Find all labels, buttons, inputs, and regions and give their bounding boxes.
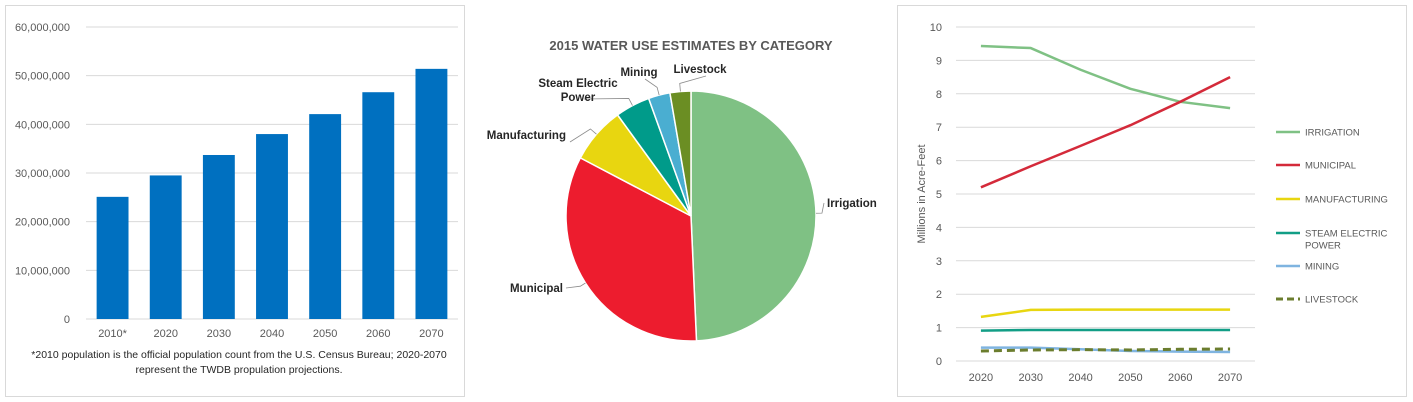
line-x-tick-label: 2050 — [1118, 372, 1142, 384]
pie-label-line: Manufacturing — [487, 130, 566, 142]
series-line — [980, 328, 1231, 332]
line-y-tick-label: 5 — [936, 189, 942, 201]
population-bar — [96, 196, 129, 319]
pie-slice-label: Steam Electric Power — [538, 78, 618, 104]
bar-x-tick-label: 2070 — [419, 328, 443, 340]
pie-slice-label: Irrigation — [827, 198, 877, 210]
legend-label-line: MUNICIPAL — [1305, 161, 1356, 172]
line-y-tick-label: 8 — [936, 89, 942, 101]
line-y-tick-label: 2 — [936, 289, 942, 301]
pie-leader-line — [583, 98, 633, 106]
series-line — [980, 347, 1231, 353]
population-bar — [309, 114, 342, 319]
bar-x-tick-label: 2020 — [153, 328, 177, 340]
line-x-tick-label: 2060 — [1168, 372, 1192, 384]
bar-x-tick-label: 2030 — [207, 328, 231, 340]
water-demand-line-chart-panel: 0 1 2 3 4 5 6 7 8 9 10 2020 2030 2040 2050 2060 2070 Mill… — [897, 5, 1407, 397]
pie-slice-label: Mining — [620, 67, 657, 79]
pie-label-line: Municipal — [510, 283, 563, 295]
line-x-tick-label: 2020 — [969, 372, 993, 384]
line-y-tick-label: 1 — [936, 323, 942, 335]
pie-label-line: Livestock — [673, 64, 727, 76]
bar-x-tick-label: 2010* — [98, 328, 127, 340]
legend-label-line: MINING — [1305, 262, 1339, 273]
legend-label-line: LIVESTOCK — [1305, 295, 1359, 306]
population-bar — [149, 175, 182, 319]
pie-slice — [565, 156, 698, 342]
bar-x-tick-label: 2050 — [313, 328, 337, 340]
population-bar — [202, 154, 235, 319]
line-y-tick-label: 9 — [936, 55, 942, 67]
pie-leader-line — [569, 128, 597, 143]
line-y-tick-label: 10 — [930, 22, 942, 34]
bar-y-tick-label: 60,000,000 — [15, 22, 70, 34]
line-y-tick-label: 3 — [936, 256, 942, 268]
bar-y-tick-label: 40,000,000 — [15, 119, 70, 131]
line-y-axis-label: Millions in Acre-Feet — [916, 144, 928, 243]
legend-label-line: MANUFACTURING — [1305, 195, 1388, 206]
series-line — [980, 44, 1231, 110]
bar-y-tick-label: 0 — [64, 314, 70, 326]
bar-y-tick-label: 10,000,000 — [15, 265, 70, 277]
legend-label: MUNICIPAL — [1305, 161, 1356, 172]
pie-slice-label: Livestock — [673, 64, 727, 76]
population-bar-chart-panel: 0 10,000,000 20,000,000 30,000,000 40,000,00… — [5, 5, 465, 397]
pie-slice-label: Manufacturing — [487, 130, 566, 142]
line-y-tick-label: 6 — [936, 156, 942, 168]
pie-label-line: Irrigation — [827, 198, 877, 210]
bar-x-tick-label: 2060 — [366, 328, 390, 340]
legend-label: MINING — [1305, 262, 1339, 273]
line-x-tick-label: 2030 — [1019, 372, 1043, 384]
pie-chart-title: 2015 WATER USE ESTIMATES BY CATEGORY — [549, 38, 832, 53]
population-bar — [256, 134, 288, 319]
series-line — [980, 308, 1231, 319]
pie-label-line: Mining — [620, 67, 657, 79]
legend-label-line: IRRIGATION — [1305, 128, 1360, 139]
pie-slice — [690, 90, 817, 342]
pie-slice — [669, 90, 692, 217]
pie-slice-label: Municipal — [510, 283, 563, 295]
series-line — [980, 75, 1231, 189]
line-x-tick-label: 2070 — [1218, 372, 1242, 384]
bar-y-tick-label: 30,000,000 — [15, 168, 70, 180]
pie-leader-line — [644, 78, 660, 96]
population-bar-chart: 0 10,000,000 20,000,000 30,000,000 40,000,00… — [15, 22, 458, 340]
population-footnote: *2010 population is the official populat… — [31, 349, 447, 376]
water-use-pie-chart: 2015 WATER USE ESTIMATES BY CATEGORY Irr… — [487, 38, 877, 342]
legend-label: STEAM ELECTRIC POWER — [1305, 229, 1387, 252]
population-bar — [362, 92, 395, 319]
water-demand-line-chart: 0 1 2 3 4 5 6 7 8 9 10 2020 2030 2040 2050 2060 2070 Mill… — [916, 22, 1388, 384]
legend-label-line: STEAM ELECTRIC — [1305, 229, 1387, 240]
line-x-tick-label: 2040 — [1068, 372, 1092, 384]
line-y-tick-label: 4 — [936, 222, 942, 234]
pie-leader-line — [679, 75, 707, 92]
population-bar — [415, 68, 448, 319]
legend-label-line: POWER — [1305, 241, 1341, 252]
legend-label: IRRIGATION — [1305, 128, 1360, 139]
legend-label: LIVESTOCK — [1305, 295, 1359, 306]
pie-label-line: Steam Electric — [538, 78, 618, 90]
bar-x-tick-label: 2040 — [260, 328, 284, 340]
water-use-pie-chart-panel: 2015 WATER USE ESTIMATES BY CATEGORY Irr… — [470, 5, 890, 395]
legend-label: MANUFACTURING — [1305, 195, 1388, 206]
pie-label-line: Power — [561, 92, 596, 104]
bar-y-tick-label: 50,000,000 — [15, 71, 70, 83]
line-y-tick-label: 7 — [936, 122, 942, 134]
pie-leader-line — [815, 202, 825, 214]
line-y-tick-label: 0 — [936, 356, 942, 368]
bar-y-tick-label: 20,000,000 — [15, 217, 70, 229]
pie-leader-line — [565, 282, 586, 289]
